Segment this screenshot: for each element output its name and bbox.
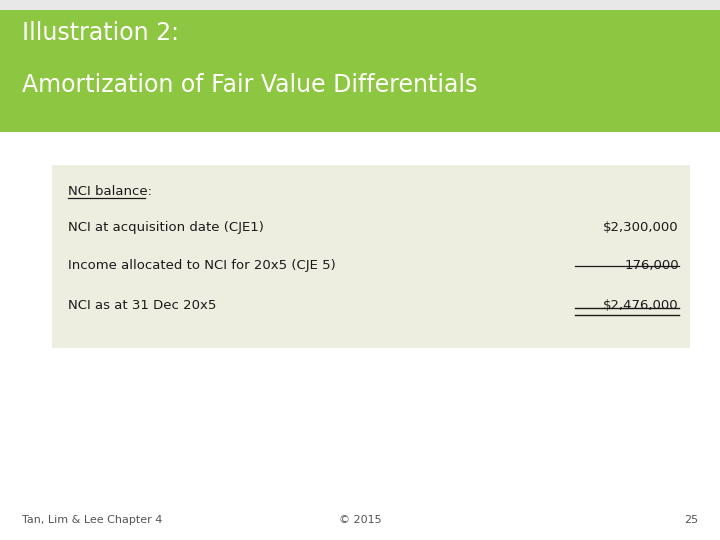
Text: Amortization of Fair Value Differentials: Amortization of Fair Value Differentials xyxy=(22,73,477,97)
Text: $2,300,000: $2,300,000 xyxy=(603,221,679,234)
Text: 176,000: 176,000 xyxy=(624,259,679,272)
Text: © 2015: © 2015 xyxy=(338,515,382,525)
Text: 25: 25 xyxy=(684,515,698,525)
Text: $2,476,000: $2,476,000 xyxy=(603,299,679,312)
Text: Illustration 2:: Illustration 2: xyxy=(22,21,179,44)
Text: NCI as at 31 Dec 20x5: NCI as at 31 Dec 20x5 xyxy=(68,299,216,312)
Text: Tan, Lim & Lee Chapter 4: Tan, Lim & Lee Chapter 4 xyxy=(22,515,162,525)
Bar xyxy=(0,0,720,132)
Text: Income allocated to NCI for 20x5 (CJE 5): Income allocated to NCI for 20x5 (CJE 5) xyxy=(68,259,336,272)
Bar xyxy=(52,165,690,348)
Text: NCI balance:: NCI balance: xyxy=(68,185,152,198)
Text: NCI at acquisition date (CJE1): NCI at acquisition date (CJE1) xyxy=(68,221,264,234)
Bar xyxy=(0,0,720,10)
